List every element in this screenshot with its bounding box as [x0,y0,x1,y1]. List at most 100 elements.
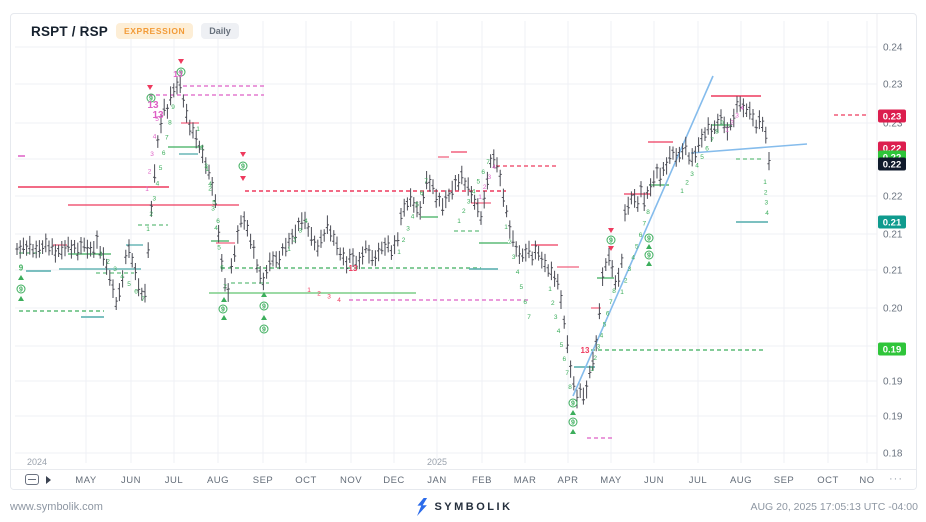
td-count-digit: 4 [411,214,415,221]
td-count-digit: 3 [299,227,303,234]
nine-count-circle [644,233,654,243]
td-count-digit: 6 [420,190,424,197]
td-count-digit: 7 [424,178,428,185]
td-count-digit: 3 [596,344,600,351]
td-count-digit: 7 [165,135,169,142]
td-count-digit: 4 [472,189,476,196]
td-count-digit: 5 [217,245,221,252]
ohlc-bars[interactable] [15,75,771,409]
chart-header: RSPT / RSP EXPRESSION Daily [31,23,239,39]
nine-count-circle [606,235,616,245]
td-count-digit: 3 [150,151,154,158]
time-axis: ··· MAY JUN JUL AUG SEP OCT NOV DEC JAN FEB MAR APR… [11,469,916,489]
nine-count-label: 9 [179,70,183,77]
trendline[interactable] [572,75,714,397]
month-label-sep: SEP [252,475,274,486]
month-label-nov: NOV [339,475,363,486]
more-months-button[interactable]: ··· [889,473,903,485]
td-count-digit: 3 [113,266,117,273]
nine-count-label: 9 [609,238,613,245]
td-count-digit: 4 [516,269,520,276]
td-count-digit: 6 [220,264,224,271]
nine-count-label: 9 [19,264,24,273]
sell-arrow-icon [178,59,184,64]
price-level-badge-label: 0.21 [883,218,902,229]
td-count-digit: 1 [457,218,461,225]
nine-count-circle [644,250,654,260]
td-count-digit: 1 [620,289,624,296]
footer-bar: www.symbolik.com SYMBOLIK AUG 20, 2025 1… [10,496,918,518]
month-label-jul: JUL [688,475,708,486]
collapse-axis-icon[interactable] [25,474,39,485]
td-count-digit: 9 [171,104,175,111]
timeframe-badge[interactable]: Daily [201,23,239,39]
month-label-aug: AUG [729,475,753,486]
symbol-title: RSPT / RSP [31,23,109,39]
td-count-digit: 2 [730,120,734,127]
buy-arrow-icon [261,315,267,320]
td-count-digit: 4 [557,328,561,335]
price-level-badge [878,109,906,123]
price-level-badge [878,157,906,171]
td-count-digit: 3 [152,196,156,203]
timeline-controls [25,474,51,485]
month-label-dec: DEC [383,475,405,486]
nine-count-circle [218,304,228,314]
site-link[interactable]: www.symbolik.com [10,501,103,513]
price-tick-label: 0.19 [883,377,903,388]
buy-arrow-icon [18,296,24,301]
buy-arrow-icon [570,429,576,434]
td-count-digit: 4 [337,297,341,304]
td-count-digit: 2 [624,278,628,285]
td-count-digit: 2 [106,259,110,266]
td-count-digit: 2 [593,355,597,362]
td-count-digit: 1 [145,186,149,193]
year-label: 2024 [27,457,47,467]
bolt-icon [417,498,428,516]
td-count-digit: 6 [481,169,485,176]
buy-arrow-icon [18,275,24,280]
td-count-digit: 3 [554,314,558,321]
td-count-digit: 1 [99,251,103,258]
td-count-digit: 3 [204,163,208,170]
td-count-digit: 2 [293,237,297,244]
buy-arrow-icon [646,244,652,249]
price-tick-label: 0.23 [883,119,903,130]
month-label-mar: MAR [513,475,537,486]
nine-count-circle [259,301,269,311]
price-level-badge-label: 0.23 [883,112,902,123]
month-label-oct: OCT [817,475,839,486]
td-count-digit: 5 [212,200,216,207]
td-count-digit: 6 [705,146,709,153]
td-count-digit: 1 [548,286,552,293]
trendline[interactable] [690,143,808,154]
td-count-digit: 2 [483,184,487,191]
td-count-digit: 4 [695,163,699,170]
nine-count-label: 9 [571,401,575,408]
expression-badge[interactable]: EXPRESSION [116,23,194,39]
thirteen-count-label: 13 [173,69,183,79]
play-icon[interactable] [46,475,51,484]
buy-arrow-icon [221,297,227,302]
td-count-digit: 6 [606,310,610,317]
td-count-digit: 4 [304,218,308,225]
td-count-digit: 3 [512,254,516,261]
nine-count-label: 9 [221,307,225,314]
td-count-digit: 4 [492,164,496,171]
nine-count-label: 9 [571,420,575,427]
td-count-digit: 7 [527,314,531,321]
td-count-digit: 5 [603,321,607,328]
brand-word: SYMBOLIK [434,501,513,513]
month-label-apr: APR [557,475,579,486]
nine-count-circle [568,417,578,427]
td-count-digit: 4 [600,333,604,340]
month-label-jun: JUN [121,475,141,486]
td-count-digit: 4 [153,134,157,141]
td-count-digit: 2 [200,144,204,151]
month-label-jul: JUL [164,475,184,486]
td-count-digit: 3 [735,112,739,119]
nine-count-label: 9 [262,304,266,311]
